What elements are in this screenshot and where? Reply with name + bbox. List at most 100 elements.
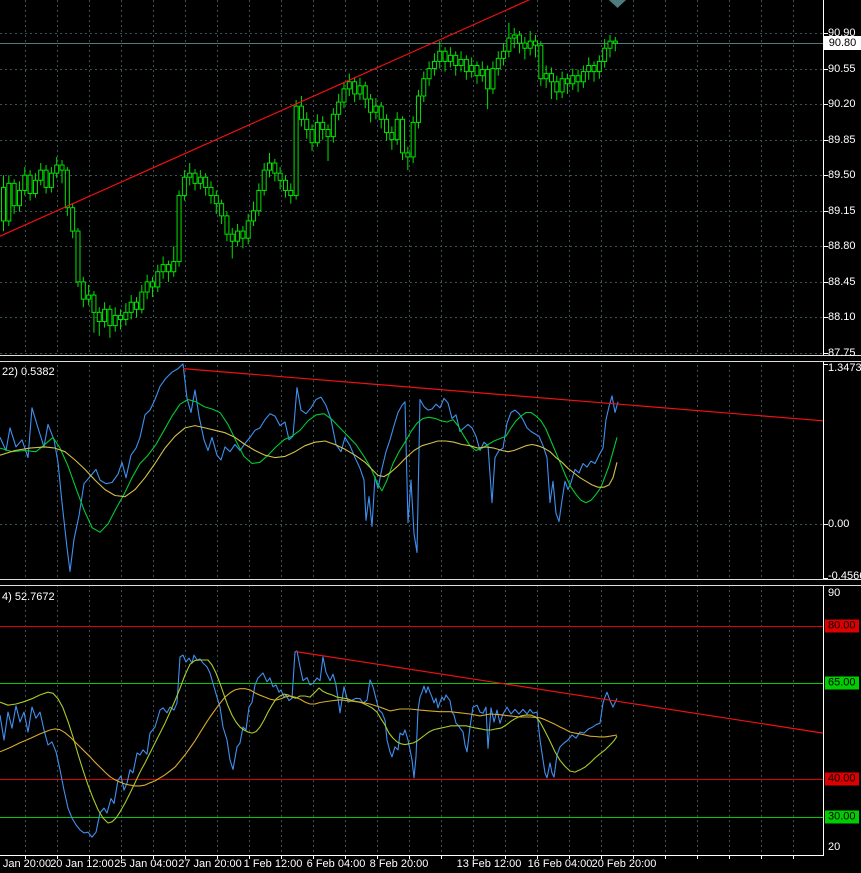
candle-body — [155, 271, 161, 288]
oscillator-tick-label: 0.00 — [828, 518, 850, 530]
candle-body — [389, 132, 395, 141]
candle-body — [22, 174, 28, 191]
price-tick-label: 89.15 — [828, 204, 856, 217]
candle-body — [107, 308, 113, 327]
candle-body — [112, 314, 118, 327]
time-axis-label: 20 Feb 20:00 — [591, 858, 657, 870]
candle-body — [128, 301, 134, 313]
oscillator-tick-label: 1.3473 — [828, 362, 861, 374]
candle-body — [64, 169, 70, 209]
candle-body — [240, 230, 246, 239]
candle-body — [474, 65, 480, 77]
candle-body — [580, 71, 586, 83]
candle-body — [245, 220, 251, 239]
oscillator-indicator-label: 22) 0.5382 — [2, 366, 55, 378]
candle-body — [485, 69, 491, 90]
candle-body — [426, 68, 432, 80]
candle-body — [267, 162, 272, 171]
candle-body — [144, 281, 150, 293]
candle-body — [320, 121, 326, 131]
candle-body — [346, 81, 352, 90]
candle-body — [543, 73, 549, 80]
candle-body — [490, 68, 496, 90]
candle-body — [384, 118, 390, 134]
current-price-tag: 90.80 — [824, 36, 861, 50]
price-tick-label: 89.85 — [828, 133, 856, 146]
panel-separator[interactable] — [0, 579, 861, 586]
candle-body — [394, 118, 400, 141]
candle-body — [224, 215, 230, 235]
candle-body — [43, 169, 49, 188]
candle-body — [458, 58, 464, 67]
candle-body — [453, 54, 459, 67]
time-axis-label: 25 Jan 04:00 — [114, 858, 178, 870]
candle-body — [431, 60, 437, 70]
candle-body — [187, 172, 193, 178]
candle-body — [463, 58, 469, 73]
candle-body — [27, 174, 33, 195]
candle-body — [282, 179, 288, 191]
candle-body — [554, 81, 560, 93]
candle-body — [165, 264, 171, 273]
candle-body — [256, 189, 262, 212]
time-axis-label: 27 Jan 20:00 — [178, 858, 242, 870]
candle-body — [559, 78, 565, 93]
candle-body — [447, 54, 453, 62]
candle-body — [32, 179, 38, 195]
candle-body — [602, 47, 608, 62]
candle-body — [102, 308, 108, 323]
panel-separator[interactable] — [0, 355, 861, 362]
oscillator-trendline — [182, 368, 824, 422]
candle-body — [527, 40, 533, 49]
candle-body — [272, 162, 278, 174]
candle-body — [261, 169, 267, 191]
price-tick-label: 89.50 — [828, 169, 856, 182]
time-axis-label: 6 Feb 04:00 — [306, 858, 366, 870]
price-tick-label: 88.45 — [828, 275, 856, 288]
candle-body — [421, 78, 427, 97]
time-axis-label: 16 Feb 04:00 — [527, 858, 593, 870]
time-axis-label: 20 Jan 12:00 — [50, 858, 114, 870]
candle-body — [442, 50, 448, 62]
stochastic-tick-label: 90 — [828, 587, 841, 599]
candle-body — [16, 189, 22, 207]
candle-body — [181, 176, 187, 197]
candle-body — [11, 182, 17, 207]
candle-body — [533, 40, 538, 46]
price-tick-label: 90.20 — [828, 98, 856, 111]
level-label-40.00: 40.00 — [825, 772, 859, 786]
oscillator-line-slow — [0, 398, 618, 533]
candle-body — [213, 195, 219, 205]
candle-body — [6, 182, 12, 222]
candle-body — [309, 129, 315, 144]
candle-body — [118, 314, 124, 320]
candle-body — [160, 264, 166, 273]
candle-body — [48, 172, 54, 188]
price-tick-label: 87.75 — [828, 347, 856, 359]
time-axis-label: 13 Feb 12:00 — [456, 858, 522, 870]
price-trendline — [0, 0, 531, 237]
candle-body — [54, 164, 60, 174]
candle-body — [330, 113, 336, 138]
candle-body — [38, 169, 44, 181]
candle-body — [415, 95, 421, 123]
candle-body — [288, 189, 294, 197]
candle-body — [1, 186, 6, 222]
candle-body — [341, 88, 347, 103]
time-axis-label: 1 Feb 12:00 — [243, 858, 303, 870]
candle-body — [591, 65, 597, 73]
candle-body — [171, 261, 177, 273]
chart-shift-marker-icon[interactable] — [609, 0, 626, 8]
stochastic-trendline — [295, 651, 824, 734]
oscillator-tick-label: -0.4566 — [828, 570, 861, 582]
stochastic-line-smooth — [0, 659, 618, 824]
candle-body — [75, 230, 81, 283]
candle-body — [123, 311, 129, 320]
candle-body — [139, 291, 145, 310]
candle-body — [80, 281, 86, 300]
candle-body — [501, 50, 507, 59]
candle-body — [511, 34, 517, 39]
candle-body — [538, 44, 544, 80]
